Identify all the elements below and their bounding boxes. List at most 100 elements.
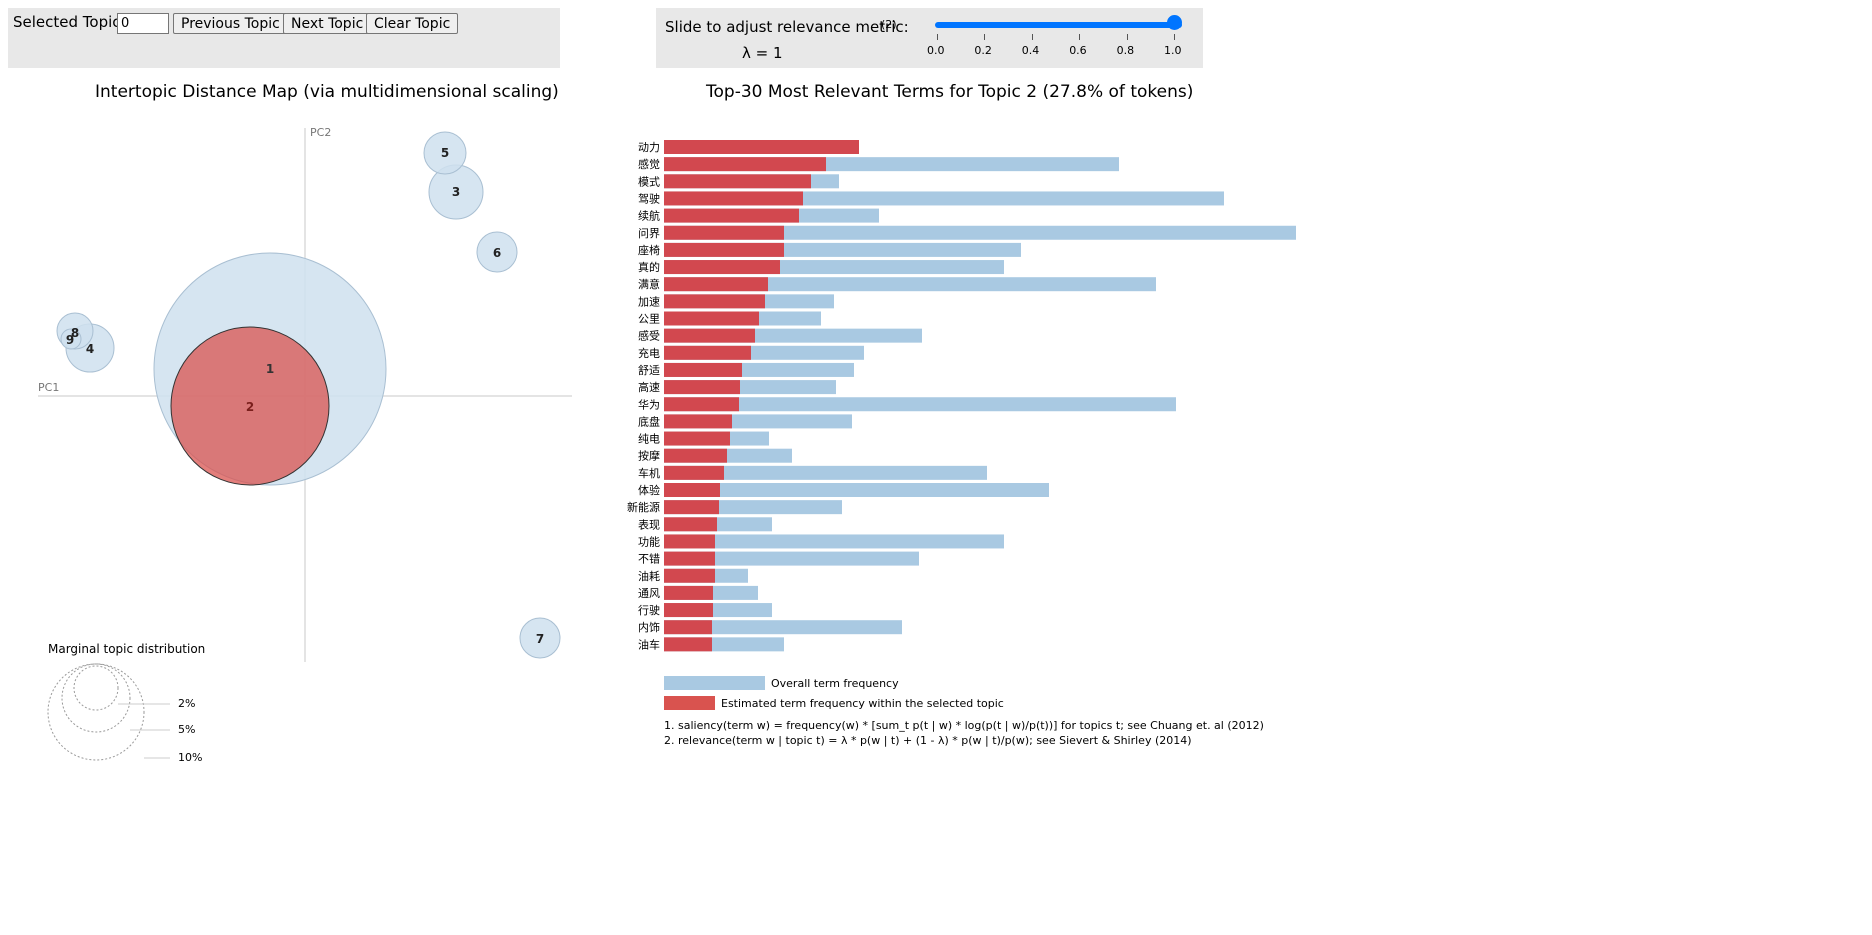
topic-frequency-bar[interactable] xyxy=(664,328,755,343)
topic-frequency-bar[interactable] xyxy=(664,620,712,635)
topic-frequency-bar[interactable] xyxy=(664,345,751,360)
legend-topic-label: Estimated term frequency within the sele… xyxy=(721,697,1004,710)
topic-frequency-bar[interactable] xyxy=(664,534,715,549)
term-label[interactable]: 模式 xyxy=(638,175,660,188)
topic-circle-7[interactable] xyxy=(519,617,561,659)
next-topic-button[interactable]: Next Topic xyxy=(283,13,372,34)
topic-frequency-bar[interactable] xyxy=(664,225,784,240)
term-label[interactable]: 动力 xyxy=(638,141,660,154)
topic-frequency-bar[interactable] xyxy=(664,294,765,309)
term-label[interactable]: 舒适 xyxy=(638,363,660,377)
overall-frequency-bar[interactable] xyxy=(664,225,1296,240)
term-label[interactable]: 华为 xyxy=(638,397,660,411)
overall-frequency-bar[interactable] xyxy=(664,551,919,566)
term-label[interactable]: 油耗 xyxy=(638,569,660,583)
topic-frequency-bar[interactable] xyxy=(664,362,742,377)
slider-tick-label: 0.0 xyxy=(927,44,945,57)
topic-frequency-bar[interactable] xyxy=(664,465,724,480)
pc2-label: PC2 xyxy=(310,126,331,139)
topic-frequency-bar[interactable] xyxy=(664,500,719,515)
topic-frequency-bar[interactable] xyxy=(664,431,730,446)
topic-frequency-bar[interactable] xyxy=(664,414,732,429)
overall-frequency-bar[interactable] xyxy=(664,620,902,635)
footnote-relevance: 2. relevance(term w | topic t) = λ * p(w… xyxy=(664,734,1192,747)
overall-frequency-bar[interactable] xyxy=(664,397,1176,412)
selected-topic-input[interactable] xyxy=(117,13,169,34)
overall-frequency-bar[interactable] xyxy=(664,534,1004,549)
topic-frequency-bar[interactable] xyxy=(664,448,727,463)
term-label[interactable]: 高速 xyxy=(638,380,660,394)
term-label[interactable]: 座椅 xyxy=(638,243,660,257)
relevance-panel: Slide to adjust relevance metric: (2) λ … xyxy=(656,8,1203,68)
term-label[interactable]: 满意 xyxy=(638,277,660,291)
topic-frequency-bar[interactable] xyxy=(664,483,720,497)
overall-frequency-bar[interactable] xyxy=(664,191,1224,206)
topic-labels: 1 2 3 4 5 6 7 8 9 xyxy=(66,146,544,646)
relevance-slider-thumb[interactable] xyxy=(1167,15,1182,30)
topic-frequency-bar[interactable] xyxy=(664,260,780,275)
term-label[interactable]: 体验 xyxy=(638,483,660,497)
topic-frequency-bar[interactable] xyxy=(664,568,715,583)
term-label[interactable]: 油车 xyxy=(638,637,660,651)
term-label[interactable]: 驾驶 xyxy=(638,191,660,205)
slider-tick-mark xyxy=(1079,34,1081,40)
topic-circle-5[interactable] xyxy=(423,131,467,175)
clear-topic-button[interactable]: Clear Topic xyxy=(366,13,459,34)
term-label[interactable]: 感受 xyxy=(638,330,660,343)
term-label[interactable]: 真的 xyxy=(638,260,660,274)
topic-frequency-bar[interactable] xyxy=(664,311,759,326)
legend-overall-swatch xyxy=(664,676,765,690)
term-label[interactable]: 内饰 xyxy=(638,620,660,634)
term-bars[interactable] xyxy=(664,140,1296,652)
term-label[interactable]: 加速 xyxy=(638,295,660,308)
topic-frequency-bar[interactable] xyxy=(664,191,803,206)
topic-label: 4 xyxy=(86,342,94,356)
term-label[interactable]: 新能源 xyxy=(627,500,660,514)
topic-frequency-bar[interactable] xyxy=(664,585,713,600)
term-label[interactable]: 续航 xyxy=(638,209,660,223)
term-label[interactable]: 问界 xyxy=(638,227,660,240)
topic-frequency-bar[interactable] xyxy=(664,397,739,412)
topic-frequency-bar[interactable] xyxy=(664,242,784,257)
topic-frequency-bar[interactable] xyxy=(664,157,826,172)
term-labels: 动力感觉模式驾驶续航问界座椅真的满意加速公里感受充电舒适高速华为底盘纯电按摩车机… xyxy=(627,141,660,651)
topic-label: 1 xyxy=(266,362,274,376)
term-label[interactable]: 底盘 xyxy=(638,414,660,428)
slider-tick-label: 1.0 xyxy=(1164,44,1182,57)
overall-frequency-bar[interactable] xyxy=(664,483,1049,497)
slider-tick-label: 0.6 xyxy=(1069,44,1087,57)
term-label[interactable]: 功能 xyxy=(638,534,660,548)
topic-frequency-bar[interactable] xyxy=(664,380,740,395)
overall-frequency-bar[interactable] xyxy=(664,277,1156,292)
term-label[interactable]: 车机 xyxy=(638,466,660,480)
topic-frequency-bar[interactable] xyxy=(664,174,811,189)
slider-tick-mark xyxy=(1174,34,1175,40)
topic-circle-6[interactable] xyxy=(476,231,518,273)
overall-frequency-bar[interactable] xyxy=(664,465,987,480)
topic-circles[interactable] xyxy=(56,131,561,659)
term-label[interactable]: 感觉 xyxy=(638,158,660,171)
term-label[interactable]: 不错 xyxy=(638,552,660,566)
term-label[interactable]: 按摩 xyxy=(638,449,660,463)
topic-frequency-bar[interactable] xyxy=(664,517,717,532)
term-label[interactable]: 表现 xyxy=(638,517,660,531)
topic-frequency-bar[interactable] xyxy=(664,637,712,652)
topic-circle-9[interactable] xyxy=(60,328,82,350)
slider-tick-mark xyxy=(1126,34,1128,40)
legend-topic-swatch xyxy=(664,696,715,710)
previous-topic-button[interactable]: Previous Topic xyxy=(173,13,288,34)
slider-tick-mark xyxy=(984,34,986,40)
topic-circle-2[interactable] xyxy=(170,326,330,486)
topic-frequency-bar[interactable] xyxy=(664,140,859,154)
term-label[interactable]: 公里 xyxy=(638,313,660,326)
topic-frequency-bar[interactable] xyxy=(664,208,799,223)
topic-frequency-bar[interactable] xyxy=(664,551,715,566)
relevance-slider-track[interactable] xyxy=(935,22,1182,28)
term-label[interactable]: 通风 xyxy=(638,587,660,600)
topic-frequency-bar[interactable] xyxy=(664,603,713,618)
term-label[interactable]: 纯电 xyxy=(638,433,660,446)
term-label[interactable]: 充电 xyxy=(638,346,660,360)
topic-frequency-bar[interactable] xyxy=(664,277,768,292)
term-label[interactable]: 行驶 xyxy=(638,603,660,617)
